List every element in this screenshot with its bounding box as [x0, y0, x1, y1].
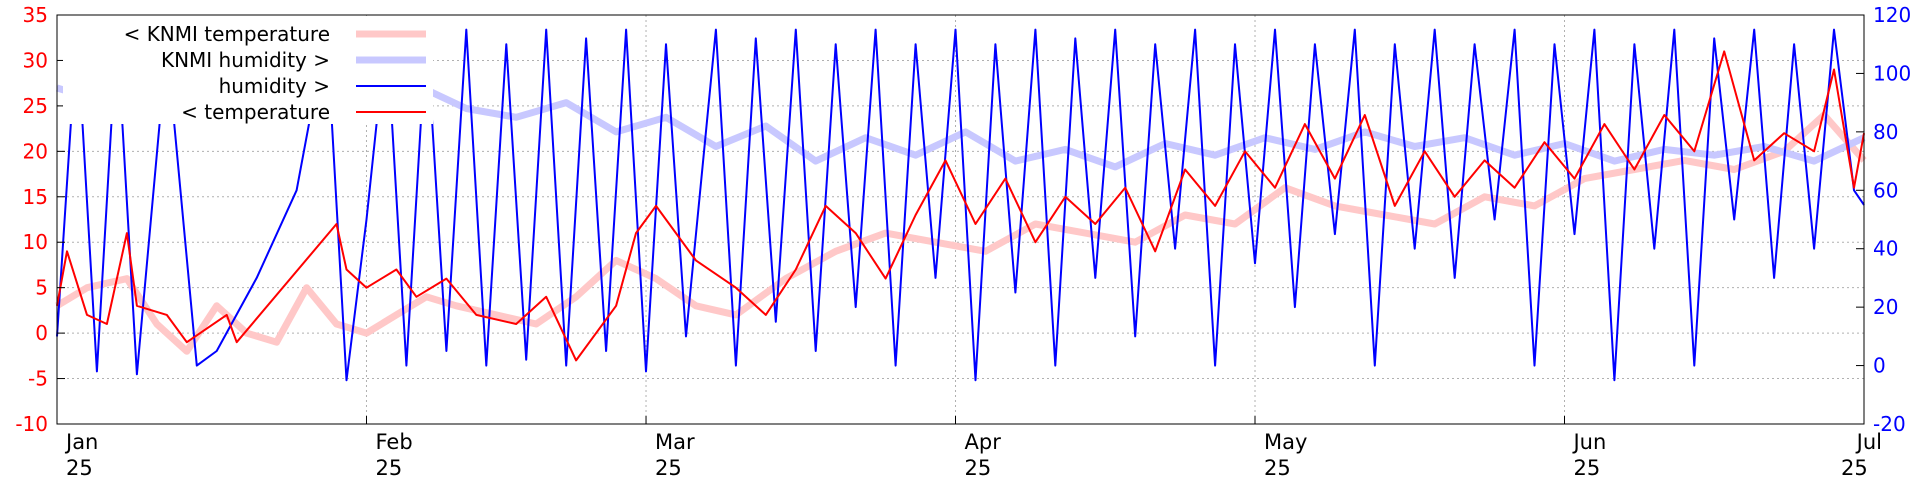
y-right-tick-label: 20 — [1873, 295, 1898, 319]
y-right-tick-label: -20 — [1873, 412, 1906, 436]
left-axis: -10 -5 0 5 10 15 20 25 30 35 — [15, 3, 65, 436]
x-tick-month-label: Jun — [1571, 430, 1606, 454]
y-left-tick-label: 10 — [23, 230, 48, 254]
legend-label: KNMI humidity > — [161, 48, 330, 72]
x-tick-day-label: 25 — [1573, 456, 1600, 480]
x-tick-day-label: 25 — [1841, 456, 1868, 480]
x-tick-month-label: May — [1264, 430, 1307, 454]
y-right-tick-label: 100 — [1873, 61, 1911, 85]
series-line-2 — [56, 28, 1865, 382]
y-left-tick-label: 25 — [23, 94, 48, 118]
y-left-tick-label: 0 — [35, 321, 48, 345]
y-left-tick-label: -10 — [15, 412, 48, 436]
y-right-tick-label: 80 — [1873, 120, 1898, 144]
y-left-tick-label: -5 — [28, 367, 48, 391]
y-left-tick-label: 35 — [23, 3, 48, 27]
x-tick-month-label: Apr — [965, 430, 1002, 454]
x-tick-day-label: 25 — [655, 456, 682, 480]
legend-label: humidity > — [219, 74, 330, 98]
x-tick-day-label: 25 — [375, 456, 402, 480]
y-right-tick-label: 0 — [1873, 354, 1886, 378]
y-left-tick-label: 30 — [23, 48, 48, 72]
y-right-tick-label: 40 — [1873, 237, 1898, 261]
series-line-3 — [56, 50, 1865, 362]
x-tick-month-label: Feb — [375, 430, 412, 454]
legend-label: < temperature — [181, 100, 330, 124]
x-tick-month-label: Mar — [655, 430, 695, 454]
right-axis: -20 0 20 40 60 80 100 120 — [1856, 3, 1911, 436]
plot-frame — [56, 14, 1865, 425]
legend-label: < KNMI temperature — [124, 22, 330, 46]
x-tick-month-label: Jan — [64, 430, 98, 454]
y-right-tick-label: 60 — [1873, 178, 1898, 202]
y-left-tick-label: 15 — [23, 185, 48, 209]
y-left-tick-label: 20 — [23, 139, 48, 163]
x-tick-day-label: 25 — [66, 456, 93, 480]
y-right-tick-label: 120 — [1873, 3, 1911, 27]
x-tick-day-label: 25 — [965, 456, 992, 480]
x-tick-month-label: Jul — [1855, 430, 1882, 454]
y-left-tick-label: 5 — [35, 276, 48, 300]
x-tick-day-label: 25 — [1264, 456, 1291, 480]
